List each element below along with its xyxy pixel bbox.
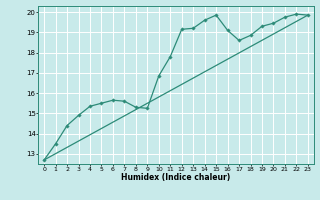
X-axis label: Humidex (Indice chaleur): Humidex (Indice chaleur) — [121, 173, 231, 182]
